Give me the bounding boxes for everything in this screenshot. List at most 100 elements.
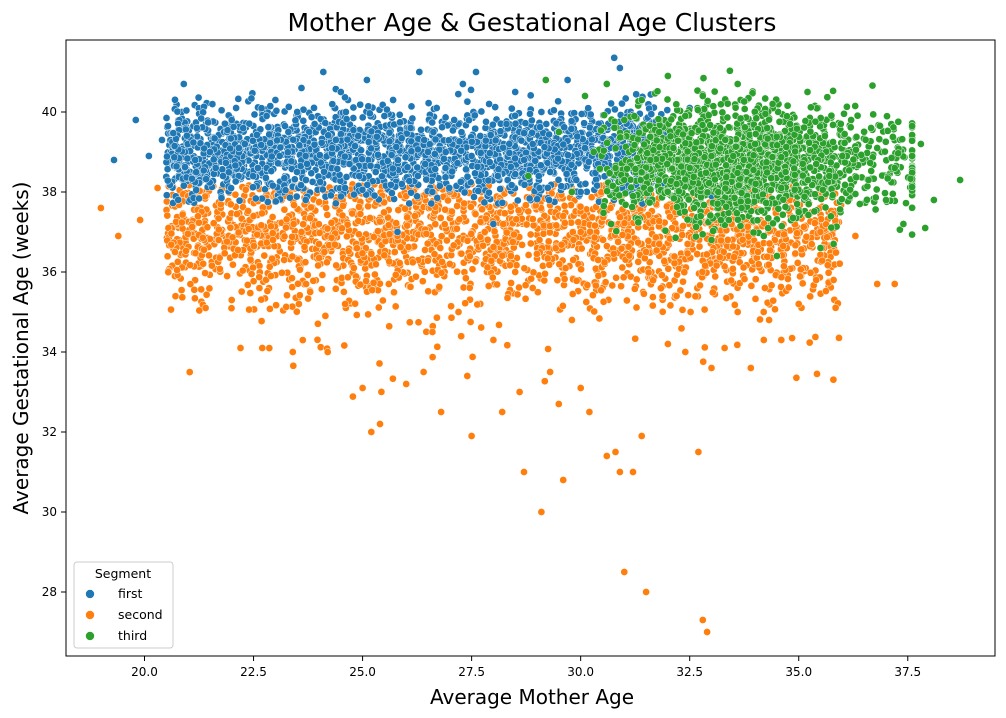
point-second (406, 283, 415, 291)
point-second (759, 336, 768, 344)
point-first (197, 114, 206, 123)
point-first (485, 149, 494, 158)
point-second (408, 258, 417, 267)
point-second (761, 284, 769, 292)
point-first (453, 159, 462, 168)
point-first (545, 196, 553, 204)
point-second (594, 256, 602, 264)
point-second (577, 244, 586, 253)
point-second (331, 284, 340, 293)
point-first (321, 119, 330, 127)
point-second (587, 193, 596, 202)
point-first (194, 93, 203, 102)
point-first (397, 180, 406, 188)
point-second (237, 287, 246, 296)
point-second (777, 336, 786, 344)
point-second (249, 263, 257, 272)
point-first (272, 106, 281, 115)
point-second (255, 284, 264, 292)
point-second (269, 236, 277, 244)
point-second (784, 283, 793, 292)
point-second (377, 388, 386, 396)
point-second (483, 263, 492, 272)
point-first (457, 146, 466, 155)
point-second (184, 230, 192, 238)
point-first (567, 160, 576, 169)
point-second (314, 319, 322, 328)
point-second (700, 343, 709, 352)
point-first (328, 100, 337, 109)
point-second (743, 222, 752, 231)
point-first (172, 162, 181, 171)
point-second (296, 265, 304, 274)
point-second (220, 249, 229, 258)
point-first (192, 124, 201, 132)
point-second (428, 328, 437, 336)
point-second (288, 232, 296, 241)
point-second (686, 308, 695, 316)
point-second (608, 281, 617, 290)
point-second (375, 359, 384, 368)
point-second (594, 271, 603, 280)
point-second (616, 213, 624, 222)
point-first (210, 134, 219, 143)
point-second (478, 205, 486, 214)
point-second (348, 209, 357, 218)
point-first (262, 112, 271, 120)
point-second (384, 280, 393, 288)
point-second (477, 323, 486, 332)
point-second (529, 268, 538, 277)
point-second (521, 281, 530, 290)
point-second (178, 210, 187, 219)
point-second (449, 241, 458, 250)
point-second (543, 254, 552, 263)
point-second (250, 242, 258, 250)
point-second (559, 212, 568, 220)
point-second (316, 343, 325, 352)
point-second (283, 291, 291, 300)
point-second (771, 305, 779, 314)
point-second (577, 265, 585, 274)
point-second (528, 215, 537, 223)
point-second (243, 281, 252, 289)
point-first (219, 172, 227, 180)
point-second (813, 370, 821, 378)
point-second (390, 288, 398, 297)
point-second (453, 267, 461, 276)
point-third (843, 102, 851, 111)
point-second (338, 211, 347, 220)
point-first (292, 192, 301, 201)
point-first (222, 159, 230, 167)
point-first (145, 152, 153, 160)
point-second (618, 231, 627, 239)
point-second (257, 317, 266, 325)
point-first (395, 110, 404, 119)
point-second (484, 282, 493, 290)
point-second (606, 204, 615, 212)
point-first (171, 95, 179, 104)
point-second (560, 202, 569, 210)
point-second (723, 236, 732, 244)
point-first (342, 115, 351, 123)
point-first (517, 136, 526, 145)
point-first (349, 103, 358, 112)
point-second (632, 303, 641, 312)
points-layer (97, 53, 964, 636)
point-second (476, 218, 485, 226)
point-first (450, 116, 459, 124)
point-second (260, 251, 269, 260)
point-second (167, 305, 175, 314)
point-first (327, 191, 335, 200)
point-first (257, 104, 266, 113)
point-first (593, 181, 601, 190)
point-second (444, 196, 452, 205)
point-second (385, 230, 394, 239)
point-second (236, 344, 245, 352)
point-first (249, 183, 257, 192)
point-first (253, 131, 261, 139)
point-second (614, 238, 622, 246)
point-second (810, 219, 819, 227)
point-second (282, 303, 291, 311)
point-second (537, 508, 546, 516)
point-second (502, 228, 511, 237)
